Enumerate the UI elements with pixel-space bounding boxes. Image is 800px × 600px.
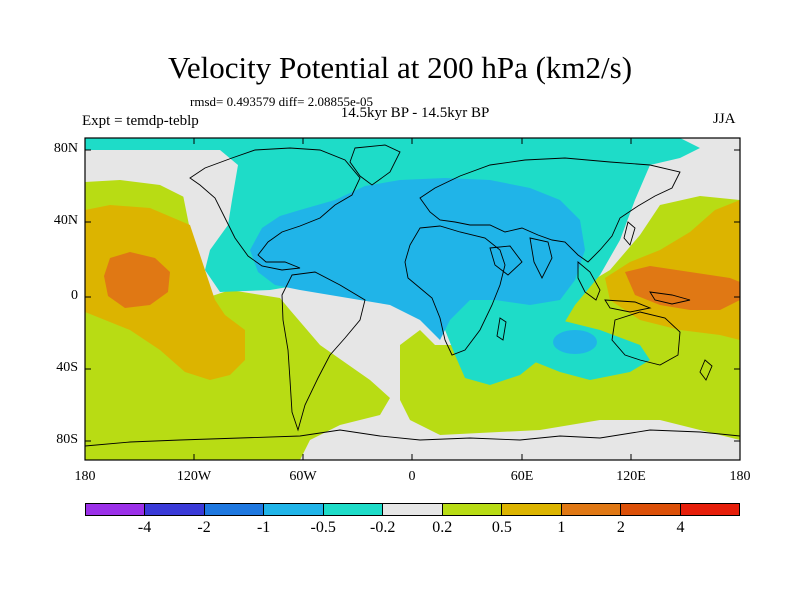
colorbar-label: -4 (137, 519, 152, 536)
lat-tick-label: 80S (56, 432, 78, 447)
lon-tick-label: 60W (289, 469, 317, 484)
colorbar-label: -0.5 (310, 519, 336, 536)
colorbar-label: -0.2 (370, 519, 396, 536)
season-label: JJA (713, 111, 736, 127)
colorbar-box (502, 503, 562, 516)
colorbar-box (204, 503, 265, 516)
lon-tick-label: 180 (729, 469, 751, 484)
coastlines (85, 144, 740, 447)
lon-tick-label: 120W (176, 469, 212, 484)
lon-tick-label: 0 (408, 469, 416, 484)
colorbar-box (442, 503, 503, 516)
colorbar-label: 4 (676, 519, 685, 536)
colorbar-box (85, 503, 146, 516)
lat-tick-label: 40N (53, 213, 78, 228)
field-positive-strong-east (625, 266, 740, 310)
axis-ticks (84, 138, 741, 460)
field-negative-indian-core (553, 330, 597, 354)
colorbar-box (323, 503, 384, 516)
colorbar (85, 503, 740, 516)
colorbar-box (621, 503, 681, 516)
field-neutral-north (85, 138, 250, 200)
colorbar-label: -1 (256, 519, 271, 536)
lat-tick-label: 40S (56, 360, 78, 375)
colorbar-box (264, 503, 324, 516)
colorbar-label: 0.5 (491, 519, 512, 536)
colorbar-box (680, 503, 740, 516)
field-positive-strong-west (104, 252, 170, 308)
colorbar-box (145, 503, 205, 516)
stats-text: rmsd= 0.493579 diff= 2.08855e-05 (190, 94, 374, 109)
plot-title: Velocity Potential at 200 hPa (km2/s) (167, 50, 633, 85)
lon-tick-label: 180 (74, 469, 96, 484)
colorbar-label: 0.2 (432, 519, 453, 536)
lon-tick-label: 120E (616, 469, 646, 484)
colorbar-label: -2 (197, 519, 211, 536)
experiment-label: Expt = temdp-teblp (82, 113, 199, 129)
lat-tick-label: 80N (53, 141, 78, 156)
lat-tick-label: 0 (71, 288, 78, 303)
field-negative-moderate (250, 178, 585, 340)
lon-tick-label: 60E (510, 469, 534, 484)
colorbar-label: 2 (616, 519, 625, 536)
colorbar-label: 1 (557, 519, 566, 536)
plot-subtitle: 14.5kyr BP - 14.5kyr BP (340, 105, 490, 121)
contour-field (85, 138, 740, 460)
colorbar-box (561, 503, 622, 516)
colorbar-box (383, 503, 443, 516)
